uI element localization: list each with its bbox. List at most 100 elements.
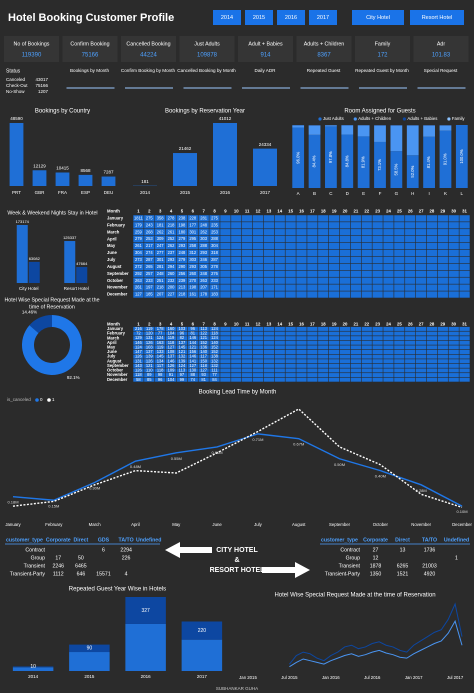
- cell-value: 143: [135, 363, 143, 368]
- heat-cell: [252, 326, 264, 331]
- heat-cell: [176, 326, 188, 331]
- filter-button[interactable]: [309, 10, 337, 25]
- kpi-card: [296, 36, 352, 62]
- heat-cell: [155, 235, 166, 243]
- heat-cell: [176, 336, 188, 341]
- filter-button[interactable]: [410, 10, 464, 25]
- table-header: 27: [419, 321, 424, 326]
- heat-cell: [437, 291, 448, 298]
- heat-cell: [459, 340, 470, 345]
- heat-cell: [437, 345, 448, 350]
- legend-swatch: [318, 117, 322, 121]
- data-label: 73.1%: [377, 159, 382, 171]
- heat-cell: [426, 277, 438, 284]
- filter-button-label[interactable]: Resort Hotel: [422, 15, 453, 21]
- heat-cell: [307, 349, 318, 355]
- heat-cell: [274, 249, 285, 257]
- table-header: 19: [332, 209, 337, 214]
- cell-value: 198: [178, 222, 186, 227]
- filter-button[interactable]: [213, 10, 241, 25]
- cell-value: 4: [125, 571, 128, 577]
- filter-button[interactable]: [245, 10, 273, 25]
- table-header: 6: [192, 209, 195, 214]
- bar-segment: [357, 136, 370, 188]
- heat-cell: [285, 368, 296, 373]
- cell-value: 263: [135, 278, 143, 283]
- cell-value: 124: [157, 335, 165, 340]
- row-label: January: [107, 215, 124, 220]
- heat-cell: [361, 326, 372, 331]
- cell-value: 217: [146, 243, 154, 248]
- row-label: March: [107, 335, 120, 340]
- heat-cell: [198, 354, 209, 359]
- heat-cell: [318, 331, 329, 336]
- table-header: 2: [148, 209, 151, 214]
- heat-cell: [350, 263, 361, 271]
- heat-cell: [459, 336, 470, 341]
- heat-cell: [372, 340, 383, 345]
- filter-button-label[interactable]: 2017: [317, 15, 329, 21]
- heat-cell: [372, 229, 383, 236]
- heat-cell: [405, 345, 416, 350]
- row-label: November: [107, 372, 128, 377]
- heat-cell: [307, 277, 318, 284]
- heat-cell: [383, 354, 394, 359]
- cell-value: 139: [146, 354, 154, 359]
- data-label: 96.0%: [295, 152, 300, 164]
- cell-value: 278: [168, 215, 176, 220]
- heat-cell: [426, 242, 438, 250]
- data-label: 47664: [76, 261, 88, 266]
- bar: [253, 148, 277, 186]
- heat-cell: [339, 263, 351, 271]
- cell-value: 72: [136, 331, 141, 336]
- heat-cell: [350, 354, 361, 359]
- data-label: 84.4%: [312, 155, 317, 167]
- filter-button-label[interactable]: 2016: [285, 15, 297, 21]
- cell-value: 137: [168, 354, 176, 359]
- filter-button-label[interactable]: 2014: [221, 15, 233, 21]
- heat-cell: [372, 256, 383, 264]
- heat-cell: [231, 368, 242, 373]
- heat-cell: [350, 242, 361, 250]
- heat-cell: [252, 354, 264, 359]
- filter-button-label[interactable]: 2015: [253, 15, 265, 21]
- heat-cell: [209, 326, 220, 331]
- cell-value: 218: [168, 222, 176, 227]
- cell-value: 248: [157, 271, 165, 276]
- filter-button[interactable]: [277, 10, 305, 25]
- kpi-value: 75166: [82, 53, 99, 59]
- filter-button[interactable]: [352, 10, 404, 25]
- heat-cell: [415, 249, 427, 257]
- heat-cell: [339, 249, 351, 257]
- heat-cell: [144, 277, 155, 284]
- heat-cell: [198, 359, 209, 364]
- cell-value: 279: [178, 236, 186, 241]
- heat-cell: [339, 345, 351, 350]
- cell-value: 126: [135, 368, 143, 373]
- heat-cell: [459, 284, 470, 291]
- heat-cell: [285, 373, 296, 378]
- heat-cell: [285, 242, 296, 250]
- table-header: 26: [408, 321, 413, 326]
- heat-cell: [198, 249, 209, 257]
- heat-cell: [426, 340, 438, 345]
- heat-cell: [296, 235, 307, 243]
- heat-cell: [328, 222, 340, 229]
- filter-button-label[interactable]: City Hotel: [366, 15, 390, 21]
- heat-cell: [252, 242, 264, 250]
- cell-value: 17: [55, 555, 61, 561]
- table-header: 11: [245, 321, 250, 326]
- cell-value: 85: [147, 377, 152, 382]
- heat-cell: [176, 249, 188, 257]
- kpi-value: 914: [260, 53, 271, 59]
- table-header: 8: [213, 321, 216, 326]
- heat-cell: [176, 263, 188, 271]
- heat-cell: [328, 326, 340, 331]
- heat-cell: [155, 354, 166, 359]
- heat-cell: [155, 284, 166, 291]
- heat-cell: [198, 222, 209, 229]
- cell-value: 227: [168, 292, 176, 297]
- cell-value: 179: [135, 222, 143, 227]
- heat-cell: [144, 291, 155, 298]
- heat-cell: [252, 377, 264, 382]
